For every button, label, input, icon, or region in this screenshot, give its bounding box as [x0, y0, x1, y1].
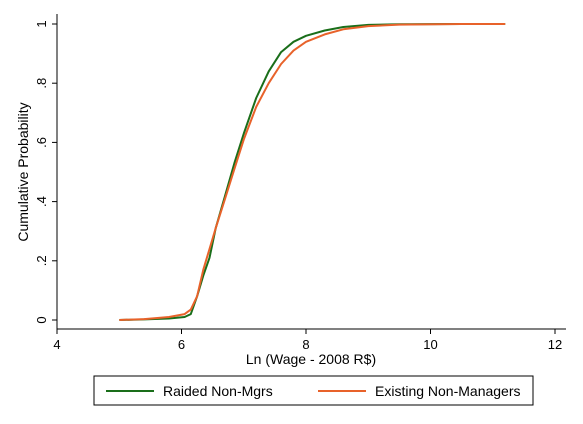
legend-label-raided: Raided Non-Mgrs — [163, 383, 273, 399]
y-tick-label: .4 — [34, 196, 49, 207]
y-ticks: 0 .2 .4 .6 .8 1 — [34, 20, 57, 324]
legend: Raided Non-Mgrs Existing Non-Managers — [93, 375, 534, 406]
axes — [56, 14, 566, 330]
y-tick-label: .8 — [34, 78, 49, 89]
series-line-raided — [119, 23, 506, 321]
x-tick-label: 10 — [423, 337, 437, 352]
y-tick-label: .6 — [34, 137, 49, 148]
x-axis-title: Ln (Wage - 2008 R$) — [246, 351, 376, 367]
series-line-existing — [119, 23, 506, 321]
legend-label-existing: Existing Non-Managers — [375, 383, 521, 399]
y-tick-label: 0 — [34, 316, 49, 323]
y-axis-title: Cumulative Probability — [15, 102, 31, 241]
x-tick-label: 8 — [302, 337, 309, 352]
x-tick-label: 4 — [53, 337, 60, 352]
y-tick-label: 1 — [34, 20, 49, 27]
legend-box — [93, 375, 534, 406]
y-tick-label: .2 — [34, 255, 49, 266]
x-tick-label: 6 — [178, 337, 185, 352]
x-tick-label: 12 — [548, 337, 562, 352]
x-ticks: 4 6 8 10 12 — [53, 329, 562, 352]
series-lines — [119, 23, 506, 321]
